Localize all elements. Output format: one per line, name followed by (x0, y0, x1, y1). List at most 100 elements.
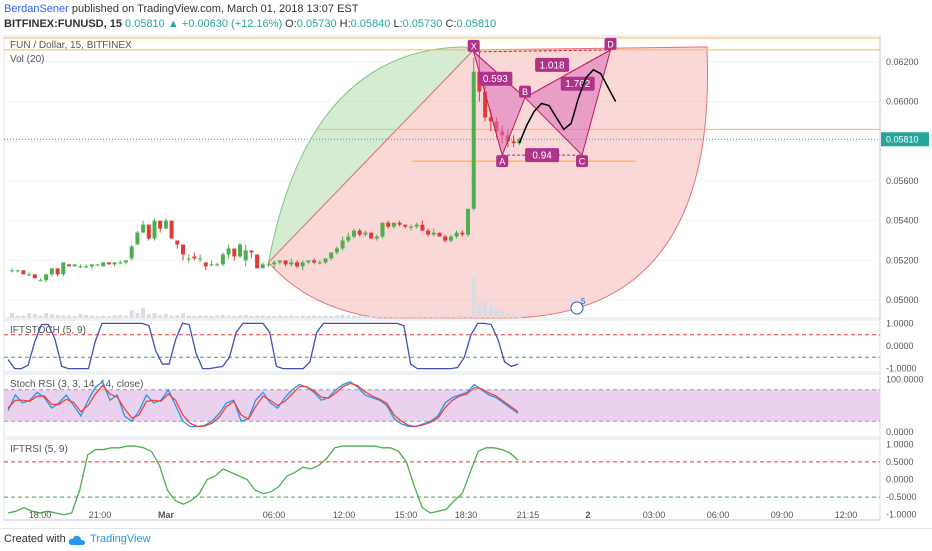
volume-bar (329, 316, 334, 318)
candle-body (226, 248, 231, 255)
candle-body (186, 258, 191, 260)
volume-bar (488, 305, 493, 318)
candle-body (289, 262, 294, 265)
volume-bar (409, 315, 413, 318)
volume-bar (266, 316, 271, 318)
pattern-ratio-line (524, 49, 611, 99)
volume-bar (426, 316, 431, 318)
pattern-ratio-label: 1.018 (540, 60, 565, 71)
created-with-text: Created with (4, 533, 66, 545)
candle-body (61, 262, 66, 275)
time-tick-label: 09:00 (771, 510, 794, 520)
author-link[interactable]: BerdanSener (4, 3, 69, 15)
time-tick-label: 2 (585, 510, 590, 520)
time-tick-label: 15:00 (395, 510, 418, 520)
volume-bar (169, 315, 174, 318)
volume-bar (67, 315, 71, 318)
publish-line: BerdanSener published on TradingView.com… (4, 3, 358, 15)
pattern-ratio-label: 1.762 (565, 79, 590, 90)
candle-body (300, 262, 305, 267)
candle-body (306, 260, 311, 263)
time-tick-label: 03:00 (643, 510, 666, 520)
volume-bar (158, 315, 163, 318)
volume-bar (84, 315, 89, 318)
pattern-ratio-label: 0.593 (483, 74, 508, 85)
volume-bar (49, 314, 54, 318)
volume-bar (380, 315, 385, 318)
time-tick-label: 18:00 (29, 510, 52, 520)
volume-bar (363, 316, 368, 318)
chart-title: FUN / Dollar, 15, BITFINEX (10, 40, 132, 51)
low-value: 0.05730 (402, 18, 443, 30)
price-tick-label: 0.06200 (886, 57, 919, 67)
volume-bar (283, 316, 288, 318)
open-label: O: (285, 18, 297, 30)
indicator-panes[interactable]: 1.0000 0.0000 -1.0000 IFTSTOCH (5, 9) 100.00… (3, 318, 924, 521)
volume-bar (220, 315, 225, 318)
volume-bar (243, 315, 248, 318)
volume-bar (386, 315, 391, 318)
open-value: 0.05730 (296, 18, 337, 30)
volume-bar (272, 316, 277, 318)
volume-bar (483, 300, 488, 318)
candle-body (374, 236, 379, 239)
candle-body (357, 230, 362, 235)
chart-area[interactable]: 0.062000.060000.058000.056000.054000.052… (0, 34, 932, 528)
volume-bar (226, 315, 231, 318)
pattern-ratio-line (473, 51, 526, 98)
volume-bar (112, 315, 117, 318)
candle-body (380, 222, 385, 237)
candle-body (391, 222, 396, 227)
volume-bar (203, 315, 208, 318)
pattern-point-box (467, 39, 480, 52)
time-axis[interactable]: 18:00 21:00 Mar 06:00 12:00 15:00 18:30 21:15 2 0… (4, 510, 880, 521)
low-label: L: (393, 18, 403, 30)
volume-bar (95, 316, 100, 318)
candle-body (209, 264, 214, 266)
candle-body (169, 220, 174, 239)
pattern-point-label: B (522, 87, 528, 97)
pattern-triangle-bcd (524, 48, 612, 157)
volume-bar (10, 313, 14, 318)
indicator-name: IFTSTOCH (5, 9) (10, 325, 86, 336)
pattern-point-label: X (471, 41, 477, 51)
brand-name[interactable]: TradingView (90, 533, 151, 545)
last-price-tag-label: 0.05810 (886, 134, 919, 144)
indicator-tick-label: -1.0000 (886, 510, 917, 520)
pattern-ratio-box (560, 76, 595, 91)
volume-bar (454, 315, 459, 318)
candle-body (511, 141, 516, 144)
volume-bar (352, 315, 356, 318)
volume-bar (215, 315, 220, 318)
candle-body (443, 236, 448, 241)
candle-body (72, 264, 77, 267)
volume-bar (15, 315, 20, 318)
volume-bar (152, 313, 157, 318)
indicator-pane-bg (3, 438, 881, 521)
volume-bar (27, 313, 32, 318)
volume-bar (374, 315, 379, 318)
indicator-name: IFTRSI (5, 9) (10, 444, 68, 455)
candle-body (386, 222, 391, 227)
volume-bar (397, 316, 402, 318)
candle-body (106, 262, 111, 265)
candle-body (334, 248, 339, 253)
volume-bar (517, 315, 522, 318)
volume-bar (38, 315, 43, 318)
price-pane[interactable]: 0.062000.060000.058000.056000.054000.052… (3, 35, 929, 508)
indicator-tick-label: 0.0000 (886, 341, 914, 351)
volume-bar (414, 316, 419, 318)
volume-bar (471, 278, 476, 318)
volume-bar (369, 316, 374, 318)
candle-body (454, 232, 459, 237)
volume-bar (260, 315, 265, 318)
volume-bar (443, 315, 448, 318)
pattern-point-label: A (499, 157, 505, 167)
candle-body (352, 230, 356, 237)
candle-body (266, 264, 271, 266)
candle-body (272, 262, 277, 265)
stoch-band (4, 389, 880, 422)
volume-label: Vol (20) (10, 54, 44, 65)
time-tick-label: 06:00 (707, 510, 730, 520)
price-tick-label: 0.05200 (886, 255, 919, 265)
